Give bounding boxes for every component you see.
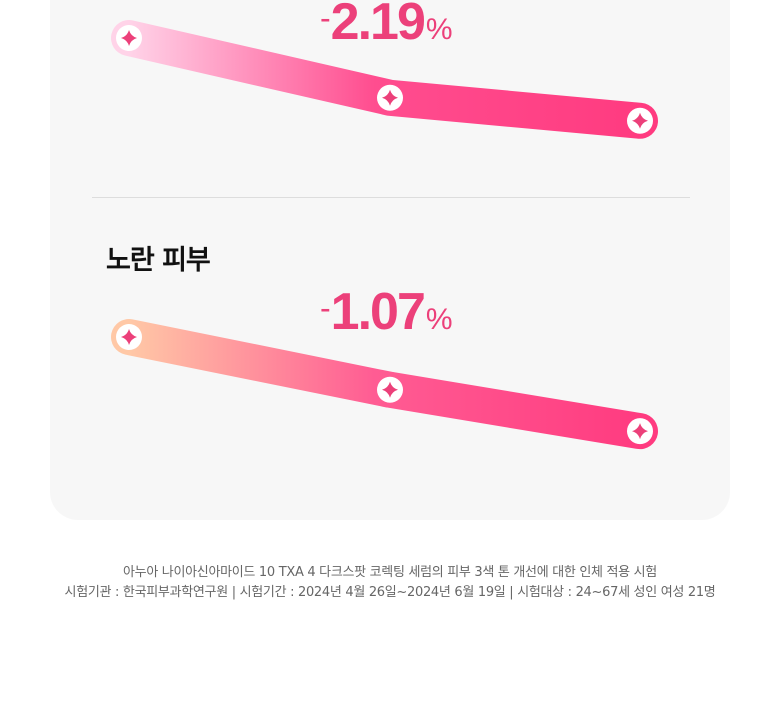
- sparkle-icon: [121, 329, 137, 345]
- section-divider: [92, 197, 690, 198]
- section-title-yellow-skin: 노란 피부: [106, 245, 211, 276]
- sparkle-icon: [632, 423, 648, 440]
- change-percent-2: -1.07%: [320, 283, 453, 341]
- sparkle-icon: [382, 89, 398, 106]
- footnote-study-details: 시험기관 : 한국피부과학연구원 | 시험기간 : 2024년 4월 26일~2…: [64, 585, 716, 600]
- sparkle-icon: [632, 112, 648, 129]
- trend-line-chart-1: [111, 20, 658, 139]
- sparkle-icon: [382, 381, 398, 398]
- sparkle-icon: [121, 30, 137, 46]
- change-percent-1: -2.19%: [320, 0, 453, 51]
- trend-line-chart-2: [111, 319, 658, 450]
- footnote-study-title: 아누아 나이아신아마이드 10 TXA 4 다크스팟 코렉팅 세럼의 피부 3색…: [123, 565, 657, 580]
